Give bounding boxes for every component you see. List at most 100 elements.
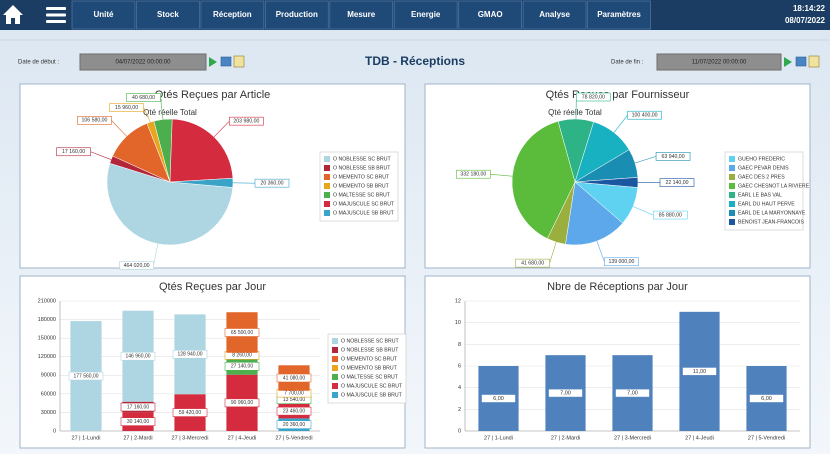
value-label: 106 580,00 (81, 118, 107, 124)
value-label: 464 020,00 (124, 263, 150, 269)
calendar-button[interactable] (233, 55, 245, 68)
value-label-box (224, 328, 260, 337)
legend-label: O NOBLESSE SC BRUT (333, 156, 391, 162)
legend-swatch (324, 183, 330, 189)
legend-swatch (324, 165, 330, 171)
x-tick-label: 27 | 1-Lundi (72, 435, 101, 441)
pie-slice (169, 118, 234, 183)
value-label: 22 140,00 (665, 180, 688, 186)
menu-toggle-bar (46, 7, 66, 10)
y-tick-label: 180000 (38, 317, 56, 323)
folder-button[interactable] (220, 56, 232, 67)
y-tick-label: 0 (53, 428, 56, 434)
menu-button[interactable] (200, 0, 265, 30)
value-label-box (120, 402, 156, 412)
home-button[interactable] (0, 0, 28, 30)
menu-label: Analyse (539, 10, 570, 19)
value-label: 13 540,00 (283, 397, 305, 403)
menu-item[interactable]: Unité (71, 0, 136, 30)
menu-button[interactable] (458, 0, 523, 30)
menu-button[interactable] (329, 0, 394, 30)
value-label: 17 160,00 (127, 404, 149, 410)
home-icon[interactable] (3, 5, 23, 24)
menu-label: Unité (93, 10, 114, 19)
end-date-label: Date de fin : (611, 60, 644, 66)
value-label: 15 960,00 (115, 105, 138, 111)
value-label-box (229, 116, 264, 126)
legend-swatch (332, 356, 338, 362)
legend-label: EARL DE LA MARYONNAYE (738, 210, 806, 216)
end-date-input[interactable] (656, 53, 782, 71)
legend-swatch (729, 201, 735, 207)
legend-swatch (332, 392, 338, 398)
menu-item[interactable]: GMAO (458, 0, 523, 30)
legend-swatch (324, 192, 330, 198)
value-label: 7 700,00 (284, 390, 304, 396)
value-label: 139 000,00 (608, 259, 634, 265)
legend-swatch (332, 347, 338, 353)
menu-item[interactable]: Analyse (522, 0, 587, 30)
start-date-input[interactable] (79, 53, 207, 71)
legend-label: EARL DU HAUT PERVE (738, 201, 795, 207)
value-label-box (224, 361, 260, 371)
legend-label: GUEHO FREDERIC (738, 156, 785, 162)
legend-label: O MAJUSCULE SC BRUT (333, 201, 395, 207)
x-tick-label: 27 | 5-Vendredi (275, 435, 312, 441)
value-label-box (481, 394, 516, 403)
menu-button[interactable] (71, 0, 136, 30)
value-label-box (120, 417, 156, 426)
menu-item[interactable]: Production (264, 0, 329, 30)
value-label-box (254, 178, 290, 188)
value-label-box (682, 367, 717, 376)
folder-button[interactable] (795, 56, 807, 67)
value-label-box (276, 406, 312, 416)
legend-label: BENOIST JEAN-FRANCOIS (738, 219, 804, 225)
legend-label: O MALTESSE SC BRUT (341, 374, 399, 380)
y-tick-label: 12 (455, 298, 461, 304)
legend-swatch (729, 174, 735, 180)
value-label-box (576, 92, 611, 102)
x-tick-label: 27 | 3-Mercredi (614, 435, 651, 441)
apply-button[interactable] (784, 57, 792, 67)
value-label: 41 080,00 (283, 375, 305, 381)
value-label-box (172, 350, 208, 359)
menu-button[interactable] (587, 0, 651, 30)
value-label: 332 180,00 (460, 172, 486, 178)
calendar-button[interactable] (808, 55, 820, 68)
leader-line (632, 206, 654, 216)
value-label-box (548, 388, 583, 398)
x-tick-label: 27 | 1-Lundi (484, 435, 513, 441)
legend-label: O MEMENTO SC BRUT (333, 174, 390, 180)
menu-item[interactable]: Mesure (329, 0, 394, 30)
y-tick-label: 4 (458, 385, 461, 391)
menu-button[interactable] (393, 0, 458, 30)
value-label: 6,00 (761, 396, 772, 402)
value-label-box (615, 388, 650, 398)
legend-swatch (729, 183, 735, 189)
menu-item[interactable]: Energie (393, 0, 458, 30)
x-tick-label: 27 | 2-Mardi (551, 435, 580, 441)
value-label-box (655, 152, 691, 161)
value-label: 90 960,00 (231, 400, 253, 406)
menu-toggle[interactable] (42, 3, 70, 27)
value-label-box (120, 351, 156, 361)
value-label-box (456, 169, 491, 179)
value-label-box (56, 147, 91, 157)
end-date-value: 11/07/2022 00:00:00 (692, 60, 747, 66)
apply-button[interactable] (209, 57, 217, 67)
y-tick-label: 30000 (41, 410, 56, 416)
legend-label: O NOBLESSE SC BRUT (341, 338, 399, 344)
menu-item[interactable]: Réception (200, 0, 265, 30)
value-label-box (515, 258, 550, 268)
leader-line (160, 97, 164, 120)
menu-item[interactable]: Stock (136, 0, 200, 30)
value-label: 59 420,00 (179, 410, 201, 416)
menu-item[interactable]: Paramètres (587, 0, 651, 30)
menu-button[interactable] (522, 0, 587, 30)
legend-label: GAEC CHESNOT LA RIVIERE (738, 183, 810, 189)
legend-label: O MEMENTO SC BRUT (341, 356, 398, 362)
menu-button[interactable] (264, 0, 329, 30)
leader-line (111, 120, 127, 137)
menu-button[interactable] (136, 0, 200, 30)
